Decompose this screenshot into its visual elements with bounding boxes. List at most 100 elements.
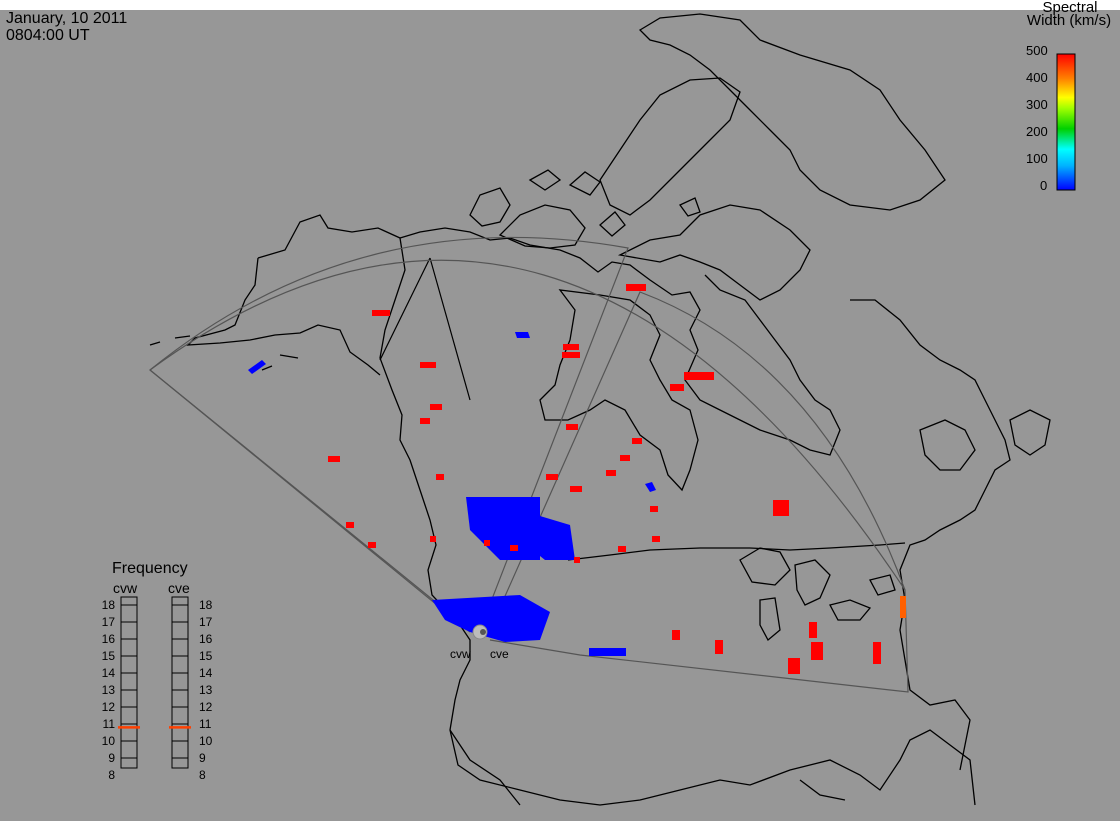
echo-cell: [420, 418, 430, 424]
hudson-bay: [539, 289, 699, 492]
echo-patch: [645, 482, 656, 492]
time-label: 0804:00 UT: [6, 27, 90, 44]
echo-cell: [811, 642, 823, 660]
alaska-peninsula: [186, 257, 381, 376]
echo-cell: [606, 470, 616, 476]
frequency-tick-label: 16: [199, 632, 213, 646]
frequency-tick-label: 14: [101, 666, 115, 680]
colorbar-gradient: [1056, 53, 1076, 191]
high-width-cells: [328, 284, 881, 674]
colorbar-tick: 100: [1026, 151, 1048, 166]
colorbar: [1056, 53, 1076, 191]
radar-cells: [248, 284, 906, 674]
echo-cell: [430, 536, 436, 542]
cvw-fov: [149, 236, 629, 631]
date-label: January, 10 2011: [6, 10, 128, 27]
gulf-stlawrence: [919, 419, 976, 471]
echo-cell: [510, 545, 518, 551]
echo-cell: [546, 474, 558, 480]
ellesmere-island: [599, 77, 741, 216]
alaska-coast: [257, 214, 976, 806]
echo-cell: [670, 384, 684, 391]
echo-cell: [436, 474, 444, 480]
echo-cell: [684, 372, 714, 380]
echo-patch: [432, 595, 550, 642]
political-boundaries: [379, 257, 906, 561]
frequency-tick-label: 15: [101, 649, 115, 663]
arctic-coast: [399, 227, 841, 456]
frequency-column-cve: [171, 596, 189, 769]
echo-cell: [900, 596, 906, 618]
banks-island: [469, 187, 511, 227]
echo-cell: [809, 622, 817, 638]
colorbar-title-line1: Spectral: [1042, 0, 1098, 16]
frequency-tick-label: 17: [101, 615, 115, 629]
echo-patch: [520, 510, 575, 560]
aleutian-islands: [149, 335, 299, 371]
baffin-island: [617, 204, 811, 301]
arctic-islets: [528, 169, 701, 237]
colorbar-tick: 0: [1040, 178, 1048, 193]
echo-cell: [620, 455, 630, 461]
echo-cell: [652, 536, 660, 542]
frequency-tick-label: 8: [108, 768, 115, 782]
newfoundland: [1009, 409, 1051, 456]
colorbar-tick: 500: [1026, 43, 1048, 58]
frequency-radar-label: cvw: [113, 580, 138, 596]
echo-cell: [563, 344, 579, 350]
alaska-yukon-border: [379, 257, 431, 361]
cve-fov: [489, 291, 909, 693]
frequency-tick-label: 9: [199, 751, 206, 765]
frequency-ticks: [121, 604, 188, 759]
echo-patch: [248, 360, 266, 374]
frequency-tick-label: 15: [199, 649, 213, 663]
frequency-tick-label: 17: [199, 615, 213, 629]
frequency-tick-label: 13: [199, 683, 213, 697]
echo-cell: [484, 540, 490, 546]
frequency-radar-label: cve: [168, 580, 190, 596]
echo-cell: [788, 658, 800, 674]
fov-range-arc: [149, 259, 906, 591]
echo-cell: [566, 424, 578, 430]
low-width-cells: [248, 332, 656, 656]
echo-cell: [420, 362, 436, 368]
canada-us-border: [567, 542, 906, 561]
radar-sites: [472, 624, 488, 640]
echo-cell: [570, 486, 582, 492]
echo-cell: [618, 546, 626, 552]
echo-patch: [515, 332, 530, 338]
east-coast: [850, 299, 1011, 771]
frequency-tick-label: 18: [101, 598, 115, 612]
colorbar-tick: 400: [1026, 70, 1048, 85]
map-canvas: [149, 13, 1051, 806]
echo-cell: [430, 404, 442, 410]
echo-cell: [773, 500, 789, 516]
frequency-tick-label: 10: [199, 734, 213, 748]
radar-site-marker: [480, 629, 486, 635]
echo-cell: [672, 630, 680, 640]
frequency-tick-label: 9: [108, 751, 115, 765]
victoria-island: [498, 204, 586, 249]
station-label-cvw: cvw: [450, 647, 471, 661]
echo-cell: [873, 642, 881, 664]
echo-cell: [346, 522, 354, 528]
colorbar-tick: 200: [1026, 124, 1048, 139]
colorbar-tick: 300: [1026, 97, 1048, 112]
frequency-column-cvw: [120, 596, 138, 769]
echo-cell: [372, 310, 390, 316]
great-lakes: [739, 547, 896, 642]
fields-of-view: [149, 236, 909, 693]
station-label-cve: cve: [490, 647, 509, 661]
frequency-title: Frequency: [112, 560, 188, 577]
coastlines: [149, 13, 1051, 806]
echo-cell: [650, 506, 658, 512]
bc-alberta-border: [429, 257, 471, 401]
frequency-tick-label: 14: [199, 666, 213, 680]
frequency-tick-label: 16: [101, 632, 115, 646]
frequency-scales: [118, 596, 191, 769]
greenland: [638, 13, 946, 211]
colorbar-title-line2: Width (km/s): [1026, 12, 1112, 29]
echo-cell: [368, 542, 376, 548]
echo-patch: [589, 648, 626, 656]
